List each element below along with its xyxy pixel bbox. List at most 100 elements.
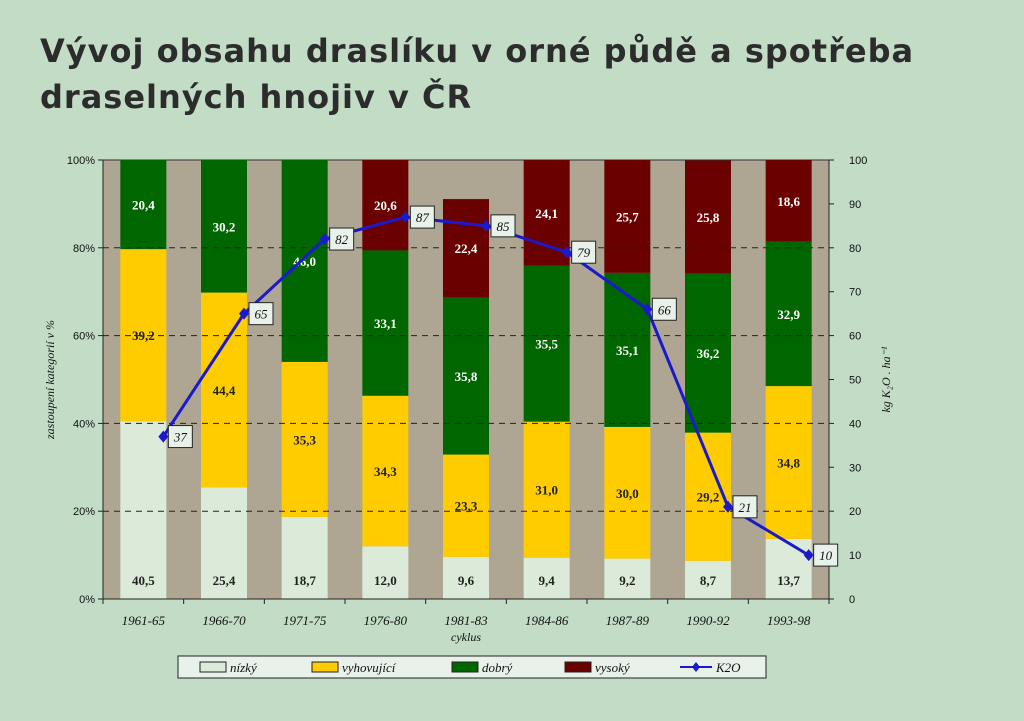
k2o-point	[561, 246, 572, 259]
k2o-point	[803, 549, 814, 562]
k2o-value-label: 85	[497, 219, 511, 234]
bar-value-label: 12,0	[374, 573, 397, 588]
k2o-label-box	[167, 425, 193, 449]
bar-segment	[765, 241, 812, 387]
k2o-value-label: 66	[658, 302, 672, 317]
x-tick-label: 1984-86	[525, 613, 569, 628]
k2o-value-label: 87	[416, 210, 430, 225]
bar-segment	[201, 292, 247, 488]
k2o-label-box	[732, 495, 758, 519]
bar-segment	[523, 265, 570, 422]
bar-value-label: 44,4	[213, 383, 236, 398]
legend-label: nízký	[230, 660, 257, 675]
bar-value-label: 35,3	[293, 432, 316, 447]
bar-value-label: 31,0	[535, 483, 558, 498]
k2o-point	[642, 303, 653, 316]
legend-swatch	[451, 661, 479, 673]
bar-value-label: 39,2	[132, 328, 155, 343]
x-axis-title: cyklus	[451, 630, 481, 644]
bar-segment	[281, 516, 328, 599]
y-tick-label: 80%	[73, 243, 95, 255]
bar-segment	[523, 557, 570, 599]
bar-segment	[201, 160, 247, 293]
k2o-point	[319, 233, 330, 246]
y2-tick-label: 80	[849, 243, 861, 255]
bar-value-label: 25,8	[697, 210, 720, 225]
legend-label: vyhovující	[342, 660, 397, 675]
y2-tick-label: 10	[849, 550, 861, 562]
bar-segment	[523, 421, 570, 558]
legend: nízký vyhovující dobrý vysoký K2O	[177, 655, 767, 679]
bar-value-label: 36,2	[697, 346, 720, 361]
legend-label: dobrý	[482, 660, 513, 675]
bar-segment	[362, 395, 409, 547]
bar-segment	[443, 454, 489, 557]
y-axis-title: zastoupení kategorií v %	[43, 320, 57, 440]
bar-segment	[362, 160, 409, 251]
bar-segment	[604, 426, 651, 559]
legend-label: K2O	[715, 660, 741, 675]
y2-tick-label: 70	[849, 287, 861, 299]
bar-value-label: 35,1	[616, 343, 639, 358]
bar-value-label: 8,7	[700, 573, 717, 588]
bar-segment	[685, 560, 731, 599]
k2o-label-box	[329, 227, 355, 251]
bar-segment	[362, 546, 409, 599]
bar-segment	[120, 421, 167, 599]
bar-value-label: 20,6	[374, 198, 397, 213]
bar-segment	[281, 361, 328, 517]
k2o-point	[481, 219, 491, 232]
legend-swatch	[564, 661, 592, 673]
bar-segment	[604, 160, 651, 273]
bar-segment	[685, 273, 731, 433]
slide-title: Vývoj obsahu draslíku v orné půdě a spot…	[40, 28, 1000, 120]
legend-swatch	[311, 661, 339, 673]
bar-value-label: 18,7	[293, 573, 316, 588]
bar-segment	[201, 487, 247, 599]
bar-value-label: 9,4	[539, 573, 556, 588]
bar-value-label: 33,1	[374, 316, 397, 331]
k2o-label-box	[490, 214, 516, 238]
bar-value-label: 20,4	[132, 197, 155, 212]
k2o-point	[158, 430, 169, 443]
k2o-value-label: 65	[255, 307, 269, 322]
k2o-label-box	[409, 205, 435, 229]
legend-marker	[692, 662, 700, 672]
k2o-value-label: 10	[819, 548, 833, 563]
bar-value-label: 9,6	[458, 573, 475, 588]
bar-value-label: 25,4	[213, 573, 236, 588]
y2-tick-label: 60	[849, 331, 861, 343]
bar-value-label: 13,7	[777, 573, 800, 588]
y2-tick-label: 50	[849, 375, 861, 387]
bar-value-label: 35,8	[455, 369, 478, 384]
bar-segment	[765, 538, 812, 599]
y-tick-label: 20%	[73, 506, 95, 518]
bar-segment	[120, 159, 167, 250]
x-tick-label: 1971-75	[283, 613, 327, 628]
k2o-point	[723, 500, 733, 513]
bar-segment	[443, 297, 489, 455]
y-tick-label: 100%	[67, 155, 95, 167]
k2o-value-label: 79	[577, 245, 591, 260]
bar-segment	[362, 250, 409, 396]
legend-swatch	[199, 661, 227, 673]
k2o-value-label: 37	[173, 430, 188, 445]
bar-segment	[281, 160, 328, 362]
legend-label: vysoký	[595, 660, 630, 675]
y-tick-label: 40%	[73, 418, 95, 430]
x-tick-label: 1961-65	[122, 613, 166, 628]
y2-tick-label: 20	[849, 506, 861, 518]
bar-value-label: 29,2	[697, 490, 720, 505]
bar-value-label: 25,7	[616, 209, 639, 224]
y2-tick-label: 90	[849, 199, 861, 211]
k2o-point	[400, 211, 411, 224]
bar-segment	[765, 386, 812, 539]
k2o-label-box	[813, 543, 839, 567]
y2-tick-label: 0	[849, 594, 855, 606]
bar-value-label: 46,0	[293, 254, 316, 269]
y2-axis-title: kg K₂O . ha⁻¹	[879, 346, 893, 413]
y-tick-label: 60%	[73, 331, 95, 343]
y2-tick-label: 40	[849, 418, 861, 430]
